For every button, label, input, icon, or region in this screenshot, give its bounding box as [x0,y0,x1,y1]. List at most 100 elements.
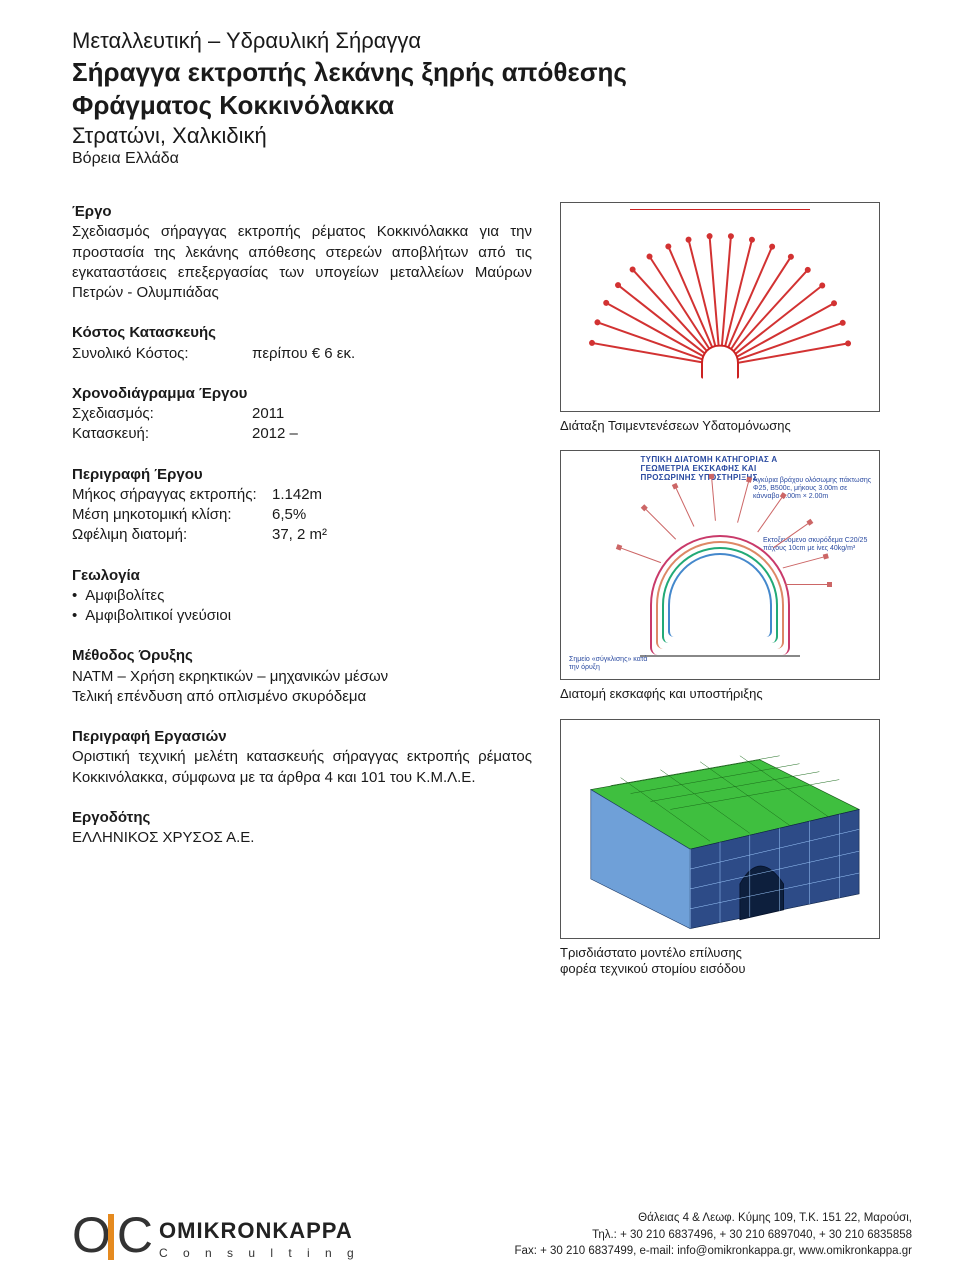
desc-section-value: 37, 2 m² [272,525,532,545]
ray-end-dot [685,236,692,243]
ray-end-dot [664,243,672,251]
ray-end-dot [748,236,755,243]
address-line: Θάλειας 4 & Λεωφ. Κύμης 109, Τ.Κ. 151 22… [515,1210,912,1227]
desc-length-label: Μήκος σήραγγας εκτροπής: [72,485,272,505]
geology-heading: Γεωλογία [72,566,532,586]
section-geology: Γεωλογία Αμφιβολίτες Αμφιβολιτικοί γνεύσ… [72,566,532,627]
brand-name: OMIKRONKAPPA [159,1218,360,1244]
logo-text: OMIKRONKAPPA C o n s u l t i n g [159,1218,360,1260]
figure-2-title-1: ΤΥΠΙΚΗ ΔΙΑΤΟΜΗ ΚΑΤΗΓΟΡΙΑΣ Α [641,455,800,464]
tel-line: Τηλ.: + 30 210 6837496, + 30 210 6897040… [515,1227,912,1244]
method-line: NATM – Χρήση εκρηκτικών – μηχανικών μέσω… [72,667,532,687]
two-column-layout: Έργο Σχεδιασμός σήραγγας εκτροπής ρέματο… [72,202,912,993]
figure-1: Διάταξη Τσιμεντενέσεων Υδατομόνωσης [560,202,912,434]
bolt-tip [709,474,714,479]
cost-row: Συνολικό Κόστος: περίπου € 6 εκ. [72,344,532,364]
desc-section-row: Ωφέλιμη διατομή: 37, 2 m² [72,525,532,545]
header-location: Στρατώνι, Χαλκιδική [72,123,912,149]
figure-3-caption: Τρισδιάστατο μοντέλο επίλυσης φορέα τεχν… [560,945,912,978]
annotation-text: Σημείο «σύγκλισης» κατά την όρυξη [569,656,659,671]
header-block: Μεταλλευτική – Υδραυλική Σήραγγα Σήραγγα… [72,28,912,168]
project-body: Σχεδιασμός σήραγγας εκτροπής ρέματος Κοκ… [72,222,532,303]
project-heading: Έργο [72,202,532,222]
rock-bolt [785,584,829,585]
schedule-construction-label: Κατασκευή: [72,424,252,444]
section-description: Περιγραφή Έργου Μήκος σήραγγας εκτροπής:… [72,465,532,546]
brand-sub: C o n s u l t i n g [159,1246,360,1260]
cross-section-arch [650,535,790,655]
annotation-text: Αγκύρια βράχου ολόσωμης πάκτωσης Φ25, B5… [753,477,873,500]
figure-2-caption: Διατομή εκσκαφής και υποστήριξης [560,686,912,702]
geology-list: Αμφιβολίτες Αμφιβολιτικοί γνεύσιοι [72,586,532,627]
method-line: Τελική επένδυση από οπλισμένο σκυρόδεμα [72,687,532,707]
logo: O C OMIKRONKAPPA C o n s u l t i n g [72,1210,360,1260]
ray-end-dot [787,253,795,261]
ray-end-dot [830,299,838,307]
ray-end-dot [818,282,826,290]
schedule-design-label: Σχεδιασμός: [72,404,252,424]
bolt-tip [616,544,622,550]
fem-3d-svg [561,720,879,939]
page: Μεταλλευτική – Υδραυλική Σήραγγα Σήραγγα… [0,0,960,1278]
header-region: Βόρεια Ελλάδα [72,150,912,168]
cost-heading: Κόστος Κατασκευής [72,323,532,343]
fax-line: Fax: + 30 210 6837499, e-mail: info@omik… [515,1243,912,1260]
ray-end-dot [645,253,653,261]
ray-end-dot [589,340,596,347]
desc-length-value: 1.142m [272,485,532,505]
schedule-construction-row: Κατασκευή: 2012 – [72,424,532,444]
figure-3-frame [560,719,880,939]
section-employer: Εργοδότης ΕΛΛΗΝΙΚΟΣ ΧΡΥΣΟΣ Α.Ε. [72,808,532,849]
right-column: Διάταξη Τσιμεντενέσεων Υδατομόνωσης ΤΥΠΙ… [560,202,912,993]
desc-length-row: Μήκος σήραγγας εκτροπής: 1.142m [72,485,532,505]
employer-value: ΕΛΛΗΝΙΚΟΣ ΧΡΥΣΟΣ Α.Ε. [72,828,532,848]
base-line [640,655,800,657]
ray-end-dot [602,299,610,307]
logo-o: O [72,1210,105,1260]
rock-bolt [757,496,783,533]
cost-label: Συνολικό Κόστος: [72,344,252,364]
ray-end-dot [804,266,812,274]
ray-end-dot [628,266,636,274]
footer: O C OMIKRONKAPPA C o n s u l t i n g Θάλ… [0,1210,960,1260]
schedule-construction-value: 2012 – [252,424,532,444]
ray-end-dot [594,319,602,327]
bolt-tip [806,519,813,526]
annotation-text: Εκτοξευόμενο σκυρόδεμα C20/25 πάχους 10c… [763,537,873,552]
bolt-tip [641,504,648,511]
logo-c: C [117,1210,149,1260]
schedule-design-row: Σχεδιασμός: 2011 [72,404,532,424]
cost-value: περίπου € 6 εκ. [252,344,532,364]
schedule-design-value: 2011 [252,404,532,424]
description-heading: Περιγραφή Έργου [72,465,532,485]
employer-heading: Εργοδότης [72,808,532,828]
ray-end-dot [706,233,712,239]
section-works: Περιγραφή Εργασιών Οριστική τεχνική μελέ… [72,727,532,788]
tunnel-portal-icon [701,345,739,379]
header-category: Μεταλλευτική – Υδραυλική Σήραγγα [72,28,912,54]
section-schedule: Χρονοδιάγραμμα Έργου Σχεδιασμός: 2011 Κα… [72,384,532,445]
bolt-tip [672,483,679,490]
left-column: Έργο Σχεδιασμός σήραγγας εκτροπής ρέματο… [72,202,532,993]
header-title-line-2: Φράγματος Κοκκινόλακκα [72,89,912,122]
ray-end-dot [614,281,622,289]
logo-mark-icon: O C [72,1210,149,1260]
logo-bar-icon [108,1214,114,1260]
section-method: Μέθοδος Όρυξης NATM – Χρήση εκρηκτικών –… [72,646,532,707]
geology-item: Αμφιβολίτες [72,586,532,606]
section-project: Έργο Σχεδιασμός σήραγγας εκτροπής ρέματο… [72,202,532,303]
ray-end-dot [845,340,852,347]
desc-slope-label: Μέση μηκοτομική κλίση: [72,505,272,525]
figure-1-caption: Διάταξη Τσιμεντενέσεων Υδατομόνωσης [560,418,912,434]
radial-diagram [561,203,879,411]
figure-3-caption-l1: Τρισδιάστατο μοντέλο επίλυσης [560,945,912,961]
figure-2-frame: ΤΥΠΙΚΗ ΔΙΑΤΟΜΗ ΚΑΤΗΓΟΡΙΑΣ Α ΓΕΩΜΕΤΡΙΑ ΕΚ… [560,450,880,680]
desc-section-label: Ωφέλιμη διατομή: [72,525,272,545]
schedule-heading: Χρονοδιάγραμμα Έργου [72,384,532,404]
figure-3-caption-l2: φορέα τεχνικού στομίου εισόδου [560,961,912,977]
bolt-tip [827,582,832,587]
section-cost: Κόστος Κατασκευής Συνολικό Κόστος: περίπ… [72,323,532,364]
header-title-line-1: Σήραγγα εκτροπής λεκάνης ξηρής απόθεσης [72,56,912,89]
geology-item: Αμφιβολιτικοί γνεύσιοι [72,606,532,626]
figure-1-frame [560,202,880,412]
